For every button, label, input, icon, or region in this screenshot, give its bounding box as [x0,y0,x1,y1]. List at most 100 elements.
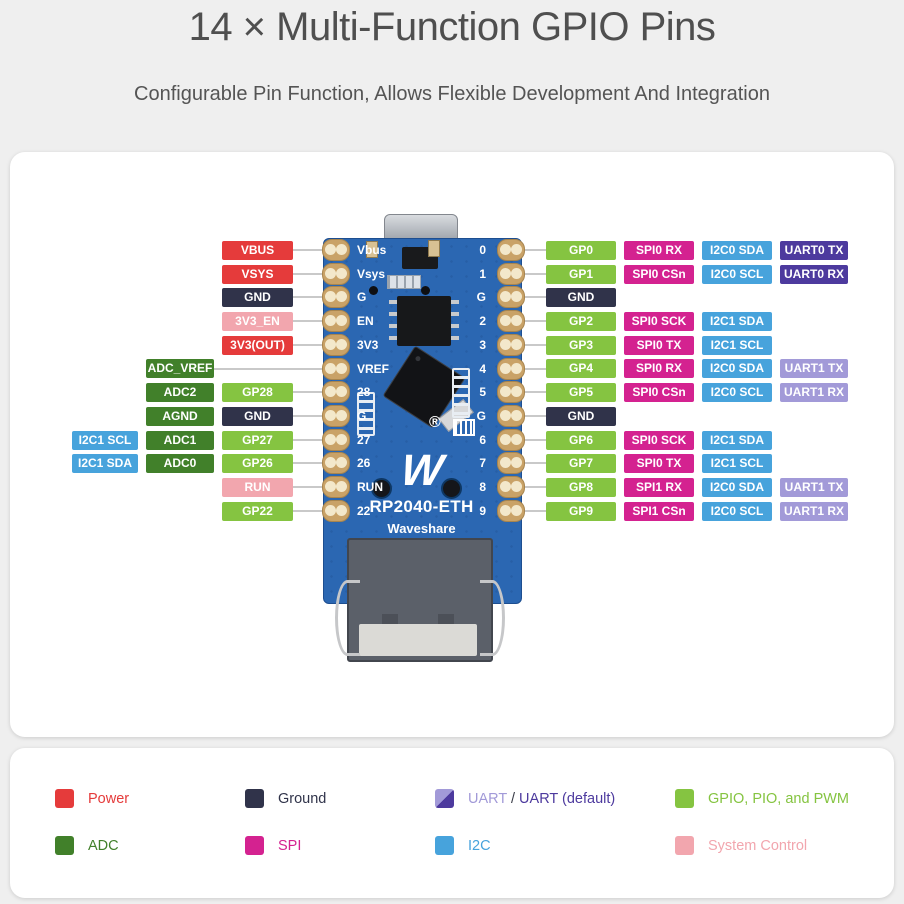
silkscreen-right-8: 8 [479,480,486,494]
pin-pad-left [322,452,350,474]
pin-pad-right [497,500,525,522]
left-pin-label-agnd: AGND [146,406,214,426]
right-pin-label-spi0-csn: SPI0 CSn [624,383,694,403]
left-pin-label-vsys: VSYS [222,264,293,284]
right-pin-label-gp4: GP4 [546,359,616,379]
capacitor [428,240,440,257]
silkscreen-left-run: RUN [357,480,383,494]
right-pin-label-gnd: GND [546,406,616,426]
right-pin-label-gp3: GP3 [546,335,616,355]
left-pin-labels: VBUS VSYS GND 3V3_EN 3V3(OUT) ADC_VREF ADC2 GP2… [72,241,293,521]
silkscreen-right-6: 6 [479,433,486,447]
legend-swatch [245,836,264,855]
mounting-hole [371,478,392,499]
legend-swatch [55,789,74,808]
left-pin-label-adc-vref: ADC_VREF [146,359,214,379]
legend-swatch [435,836,454,855]
legend-item-adc: ADC [55,836,119,855]
flash-chip [397,296,451,346]
pin-pad-left [322,476,350,498]
leader-line-left [290,510,340,512]
right-pin-label-i2c0-scl: I2C0 SCL [702,383,772,403]
via-dot [369,286,378,295]
legend-swatch [435,789,454,808]
silkscreen-left-vref: VREF [357,362,390,376]
pin-pad-right [497,310,525,332]
right-pin-label-i2c0-sda: I2C0 SDA [702,477,772,497]
legend-item-i2c: I2C [435,836,491,855]
leader-line-right [504,486,546,488]
pin-pad-left [322,334,350,356]
right-pin-label-spi0-sck: SPI0 SCK [624,312,694,332]
legend-label: I2C [468,837,491,854]
leader-line-right [504,296,546,298]
metal-clip [335,580,360,656]
pin-pad-left [322,381,350,403]
datamatrix-code [453,419,475,436]
leader-line-right [504,273,546,275]
board-model-text: RP2040-ETH [369,497,474,516]
right-pin-label-i2c1-sda: I2C1 SDA [702,312,772,332]
via-dot [421,286,430,295]
silkscreen-right-9: 9 [479,504,486,518]
silkscreen-left-27: 27 [357,433,371,447]
page-title: 14 × Multi-Function GPIO Pins [188,5,716,49]
metal-clip [480,580,505,656]
leader-line-left [290,320,340,322]
pin-pad-right [497,405,525,427]
right-pin-label-spi0-tx: SPI0 TX [624,335,694,355]
left-pin-label-adc0: ADC0 [146,454,214,474]
pin-pad-right [497,334,525,356]
legend-item-power: Power [55,789,129,808]
leader-line-right [504,462,546,464]
right-pin-label-i2c0-scl: I2C0 SCL [702,264,772,284]
silkscreen-right-2: 2 [479,314,486,328]
legend-label-part: / [510,790,520,807]
left-pin-label-gp26: GP26 [222,454,293,474]
right-pin-label-uart1-tx: UART1 TX [780,477,848,497]
legend-swatch [245,789,264,808]
legend-item-spi: SPI [245,836,301,855]
right-pin-label-spi1-csn: SPI1 CSn [624,501,694,521]
right-pin-label-uart1-rx: UART1 RX [780,383,848,403]
right-pin-label-gnd: GND [546,288,616,308]
leader-line-right [504,510,546,512]
silkscreen-right-0: 0 [479,243,486,257]
legend-item-ground: Ground [245,789,326,808]
left-pin-label-gp28: GP28 [222,383,293,403]
silkscreen-left-vsys: Vsys [357,267,386,281]
leader-line-right [504,415,546,417]
right-pin-labels: GP0 SPI0 RX I2C0 SDA UART0 TX GP1 SPI0 CSn I2C… [546,241,848,521]
right-pin-label-spi0-rx: SPI0 RX [624,359,694,379]
right-pin-label-gp2: GP2 [546,312,616,332]
leader-line-left [290,415,340,417]
legend-swatch [675,836,694,855]
right-pin-label-i2c1-scl: I2C1 SCL [702,454,772,474]
jack-metal-base [359,624,477,656]
pin-pad-right [497,263,525,285]
right-pin-label-i2c1-sda: I2C1 SDA [702,430,772,450]
right-pin-label-i2c0-sda: I2C0 SDA [702,241,772,260]
pin-pad-left [322,263,350,285]
pin-pad-left [322,286,350,308]
left-pin-label-i2c1-sda: I2C1 SDA [72,454,138,474]
legend-panel [10,748,894,898]
leader-line-right [504,391,546,393]
right-pin-label-uart0-tx: UART0 TX [780,241,848,260]
right-pin-label-spi0-rx: SPI0 RX [624,241,694,260]
chip-legs [451,300,459,344]
pin-pad-right [497,381,525,403]
leader-line-left [214,368,340,370]
silkscreen-left-3v3: 3V3 [357,338,379,352]
silkscreen-left-g: G [357,290,367,304]
left-pin-label-i2c1-scl: I2C1 SCL [72,430,138,450]
legend-label: ADC [88,837,119,854]
silkscreen-right-g: G [476,409,486,423]
pin-pad-left [322,429,350,451]
right-pin-label-gp5: GP5 [546,383,616,403]
leader-line-right [504,249,546,251]
silkscreen-left-22: 22 [357,504,371,518]
leader-line-left [290,296,340,298]
left-pin-label-adc2: ADC2 [146,383,214,403]
pin-pad-right [497,358,525,380]
